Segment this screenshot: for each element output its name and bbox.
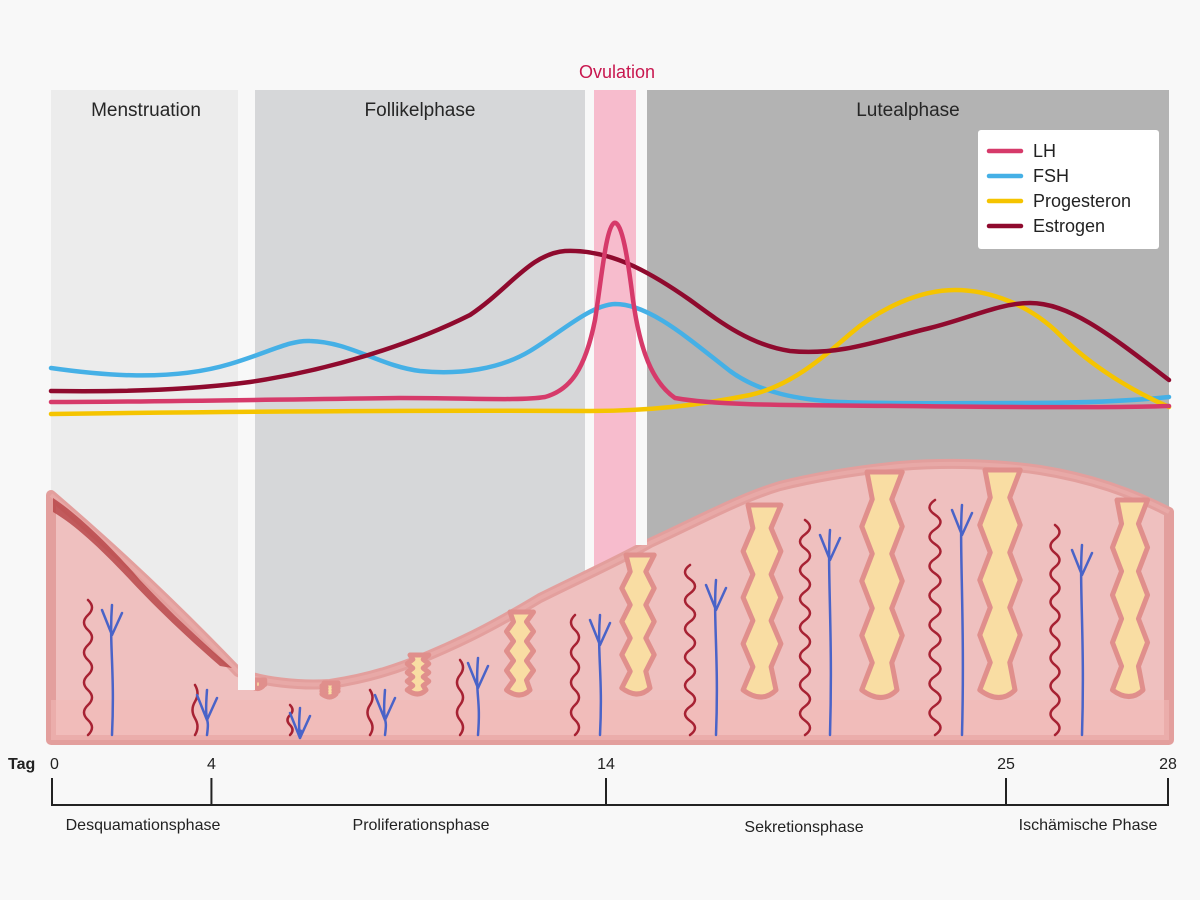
artery-7 — [798, 518, 812, 737]
legend: LH FSH Progesteron Estrogen — [978, 130, 1159, 249]
timeline-tick-label-0: 0 — [50, 756, 59, 773]
vessels-group — [82, 498, 1094, 740]
timeline: Tag 0 4 14 25 28 Desquamationsphase Prolifera… — [8, 756, 1177, 836]
gland-5 — [977, 467, 1023, 700]
timeline-phase-label-0: Desquamationsphase — [66, 817, 221, 834]
estrogen-curve — [48, 248, 1172, 394]
endometrium-illustration — [46, 90, 1174, 745]
timeline-axis-label: Tag — [8, 756, 35, 773]
legend-label-progesteron: Progesteron — [1033, 191, 1131, 211]
hormone-curves — [48, 220, 1172, 417]
vein-1 — [195, 688, 219, 737]
shedding-layer — [53, 498, 232, 668]
vein-2 — [288, 706, 312, 740]
phase-title-menstruation: Menstruation — [91, 100, 201, 121]
vein-4 — [466, 656, 490, 737]
gland-2 — [619, 552, 657, 697]
vein-9 — [1070, 543, 1094, 737]
ovulation-gap-left — [585, 90, 594, 560]
timeline-phase-label-3: Ischämische Phase — [1019, 817, 1158, 834]
progesteron-curve — [48, 287, 1172, 417]
vein-3 — [373, 688, 397, 737]
gland-7 — [319, 680, 341, 700]
artery-3 — [366, 688, 374, 737]
artery-4 — [455, 658, 465, 737]
legend-label-lh: LH — [1033, 141, 1056, 161]
vein-5 — [588, 613, 612, 737]
phase-title-follicular: Follikelphase — [365, 100, 476, 121]
basal-layer — [51, 700, 1169, 740]
vein-0 — [100, 603, 124, 737]
artery-0 — [82, 598, 94, 737]
artery-5 — [569, 613, 581, 737]
gland-6 — [1109, 497, 1151, 699]
vein-8 — [950, 503, 974, 737]
timeline-tick-label-25: 25 — [997, 756, 1015, 773]
ovulation-gap-right — [636, 90, 647, 545]
timeline-phase-label-2: Sekretionsphase — [744, 819, 863, 836]
menstruation-band-top — [238, 90, 255, 690]
gland-3 — [740, 502, 784, 700]
artery-8 — [928, 498, 942, 737]
timeline-tick-label-4: 4 — [207, 756, 216, 773]
legend-box — [978, 130, 1159, 249]
gland-1 — [504, 609, 536, 698]
phase-title-luteal: Lutealphase — [856, 100, 960, 121]
artery-2 — [286, 703, 294, 737]
legend-label-estrogen: Estrogen — [1033, 216, 1105, 236]
lh-curve — [48, 220, 1172, 410]
artery-9 — [1049, 523, 1061, 737]
fsh-curve — [48, 301, 1172, 406]
phase-title-ovulation: Ovulation — [579, 62, 655, 82]
artery-1 — [191, 683, 199, 737]
legend-label-fsh: FSH — [1033, 166, 1069, 186]
timeline-phase-label-1: Proliferationsphase — [353, 817, 490, 834]
timeline-tick-label-28: 28 — [1159, 756, 1177, 773]
timeline-tick-label-14: 14 — [597, 756, 615, 773]
vein-7 — [818, 528, 842, 737]
gland-0 — [404, 652, 432, 697]
gland-4 — [859, 469, 905, 700]
artery-6 — [683, 563, 697, 737]
vein-6 — [704, 578, 728, 737]
glands-group — [248, 467, 1151, 700]
